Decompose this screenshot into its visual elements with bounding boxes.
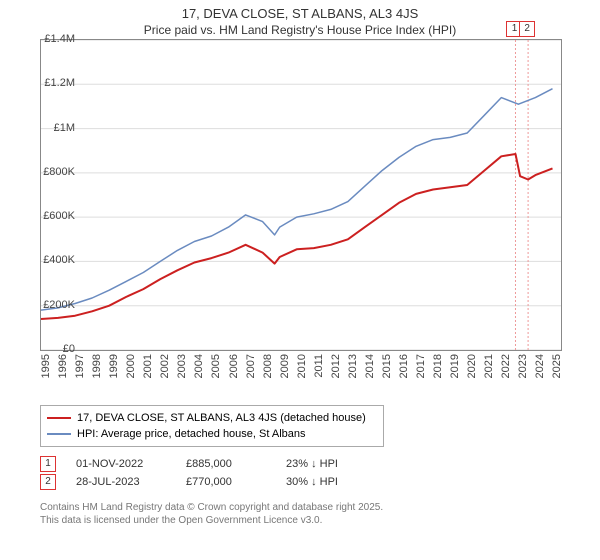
legend-row: HPI: Average price, detached house, St A… <box>47 426 377 442</box>
legend-label: 17, DEVA CLOSE, ST ALBANS, AL3 4JS (deta… <box>77 412 366 424</box>
legend-swatch <box>47 433 71 435</box>
sale-row-price: £770,000 <box>186 476 266 488</box>
sale-row-marker: 2 <box>40 474 56 490</box>
sale-row: 2 28-JUL-2023 £770,000 30% ↓ HPI <box>40 473 600 491</box>
sale-row-price: £885,000 <box>186 458 266 470</box>
legend-swatch <box>47 417 71 419</box>
series-line <box>41 89 553 310</box>
plot-svg <box>41 40 561 350</box>
y-tick-label: £1M <box>54 122 75 134</box>
y-tick-label: £400K <box>43 254 75 266</box>
footer-line-1: Contains HM Land Registry data © Crown c… <box>40 501 600 514</box>
sale-row-date: 01-NOV-2022 <box>76 458 166 470</box>
attribution: Contains HM Land Registry data © Crown c… <box>40 501 600 527</box>
y-tick-label: £1.2M <box>44 77 75 89</box>
plot-area <box>40 39 562 351</box>
sale-row-marker: 1 <box>40 456 56 472</box>
y-tick-label: £600K <box>43 210 75 222</box>
y-tick-label: £800K <box>43 166 75 178</box>
sale-marker-badge: 2 <box>519 21 535 37</box>
sale-row: 1 01-NOV-2022 £885,000 23% ↓ HPI <box>40 455 600 473</box>
legend-label: HPI: Average price, detached house, St A… <box>77 428 306 440</box>
legend-row: 17, DEVA CLOSE, ST ALBANS, AL3 4JS (deta… <box>47 410 377 426</box>
x-tick-label: 2025 <box>551 354 600 378</box>
legend: 17, DEVA CLOSE, ST ALBANS, AL3 4JS (deta… <box>40 405 384 447</box>
sale-row-delta: 23% ↓ HPI <box>286 458 396 470</box>
footer-line-2: This data is licensed under the Open Gov… <box>40 514 600 527</box>
sale-row-delta: 30% ↓ HPI <box>286 476 396 488</box>
series-line <box>41 154 553 319</box>
sales-table: 1 01-NOV-2022 £885,000 23% ↓ HPI 2 28-JUL-202… <box>40 455 600 491</box>
y-tick-label: £1.4M <box>44 33 75 45</box>
chart-area: £0£200K£400K£600K£800K£1M£1.2M£1.4M 1995… <box>40 39 600 399</box>
y-tick-label: £200K <box>43 299 75 311</box>
sale-row-date: 28-JUL-2023 <box>76 476 166 488</box>
chart-title: 17, DEVA CLOSE, ST ALBANS, AL3 4JS <box>0 6 600 21</box>
